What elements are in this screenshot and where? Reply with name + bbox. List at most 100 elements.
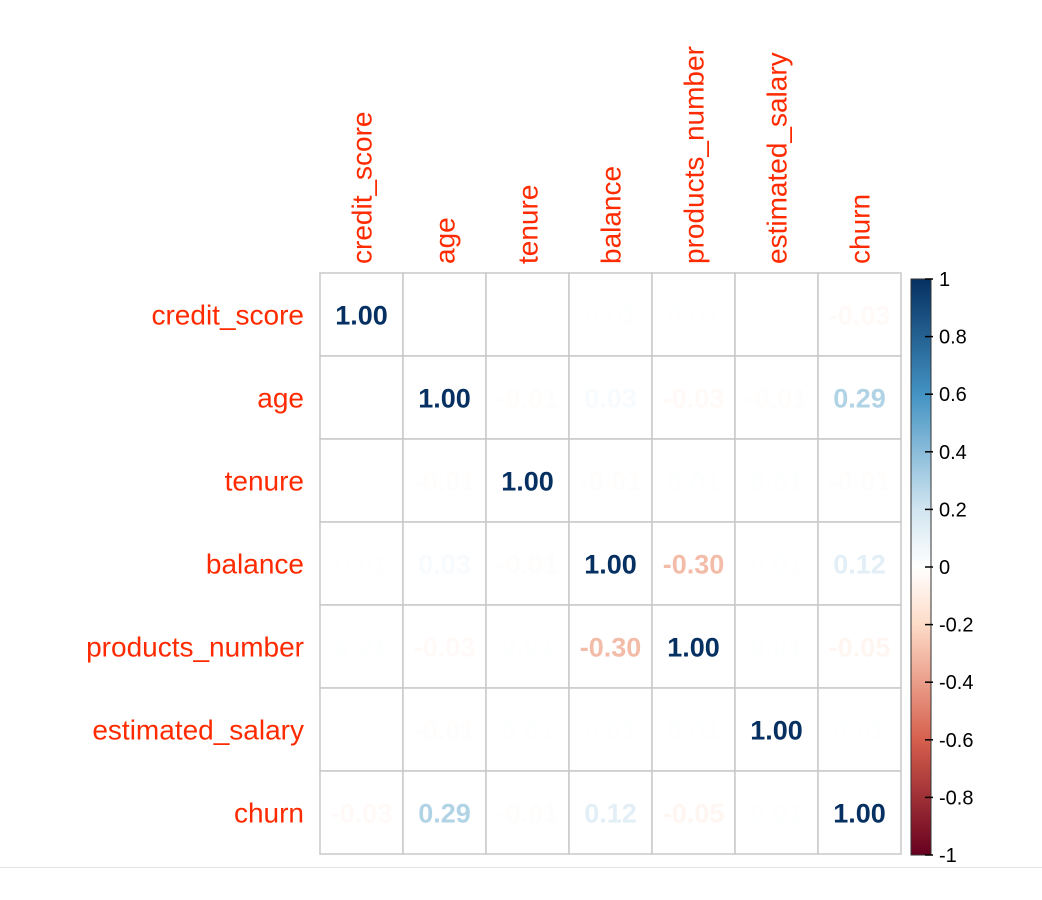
- cell-credit_score-tenure: [485, 272, 570, 357]
- colorbar-tick-label: 0: [939, 557, 950, 579]
- cell-value: -0.03: [829, 301, 891, 331]
- cell-value: 0.01: [584, 716, 637, 746]
- colorbar-tick-label: 1: [939, 269, 950, 291]
- cell-value: -0.05: [829, 633, 891, 663]
- cell-value: 0.01: [501, 633, 554, 663]
- cell-tenure-age: [402, 438, 487, 523]
- cell-value: 0.01: [750, 799, 803, 829]
- col-label-balance: balance: [596, 166, 627, 264]
- colorbar-tick-label: -0.2: [939, 615, 973, 637]
- cell-estimated_salary-balance: [568, 687, 653, 772]
- cell-value: 1.00: [501, 467, 554, 497]
- col-label-estimated_salary: estimated_salary: [762, 52, 793, 264]
- cell-value: 0.29: [418, 799, 471, 829]
- cell-value: 0.00: [335, 467, 388, 497]
- cell-value: 1.00: [833, 799, 886, 829]
- cell-value: 0.00: [501, 301, 554, 331]
- row-label-age: age: [257, 383, 304, 414]
- colorbar-tick-label: -0.4: [939, 672, 973, 694]
- colorbar-tick-label: -0.8: [939, 787, 973, 809]
- cell-value: 1.00: [750, 716, 803, 746]
- cell-value: 0.01: [501, 716, 554, 746]
- cell-value: 0.00: [335, 384, 388, 414]
- cell-churn-credit_score: [319, 770, 404, 855]
- row-label-products_number: products_number: [86, 632, 304, 663]
- cell-value: 0.03: [584, 384, 637, 414]
- colorbar-tick-label: 0.4: [939, 442, 967, 464]
- cell-value: 0.01: [833, 716, 886, 746]
- cell-credit_score-estimated_salary: [734, 272, 819, 357]
- cell-age-churn: [817, 355, 902, 440]
- cell-balance-churn: [817, 521, 902, 606]
- cell-value: 0.00: [750, 301, 803, 331]
- cell-estimated_salary-churn: [817, 687, 902, 772]
- cell-value: -0.01: [746, 384, 808, 414]
- cell-balance-estimated_salary: [734, 521, 819, 606]
- col-label-age: age: [430, 217, 461, 264]
- cell-value: 0.01: [750, 467, 803, 497]
- col-label-products_number: products_number: [679, 46, 710, 264]
- cell-value: -0.05: [663, 799, 725, 829]
- cell-value: 0.01: [750, 550, 803, 580]
- cell-value: 0.00: [335, 716, 388, 746]
- cell-value: 0.00: [418, 301, 471, 331]
- cell-value: -0.03: [414, 633, 476, 663]
- cell-value: 0.12: [584, 799, 637, 829]
- colorbar: 1 0.8 0.6 0.4 0.2 0 -0.2 -0.4 -0.6 -0.8 -1: [910, 269, 973, 867]
- colorbar-tick-label: 0.2: [939, 499, 967, 521]
- cell-balance-balance: [568, 521, 653, 606]
- cell-value: -0.01: [414, 467, 476, 497]
- cell-value: 0.01: [584, 301, 637, 331]
- cell-age-tenure: [485, 355, 570, 440]
- cell-churn-churn: [817, 770, 902, 855]
- cell-value: -0.01: [497, 384, 559, 414]
- colorbar-tick-label: -0.6: [939, 730, 973, 752]
- column-labels-layer: credit_score age tenure balance products_num…: [347, 46, 876, 264]
- col-label-credit_score: credit_score: [347, 111, 378, 264]
- cell-value: -0.01: [580, 467, 642, 497]
- cell-value: 0.01: [750, 633, 803, 663]
- cell-value: 0.01: [335, 550, 388, 580]
- cell-values-layer: 1.00 0.00 0.00 0.01 0.01 0.00 -0.03 0.00 1.00 -0.…: [331, 301, 891, 829]
- cell-products_number-tenure: [485, 604, 570, 689]
- colorbar-tick-label: 0.6: [939, 384, 967, 406]
- cell-products_number-credit_score: [319, 604, 404, 689]
- cell-balance-credit_score: [319, 521, 404, 606]
- cell-churn-tenure: [485, 770, 570, 855]
- cell-value: -0.01: [829, 467, 891, 497]
- cell-value: -0.03: [663, 384, 725, 414]
- colorbar-tick-label: -1: [939, 845, 957, 867]
- cell-age-products_number: [651, 355, 736, 440]
- cell-value: 0.29: [833, 384, 886, 414]
- cell-value: 1.00: [335, 301, 388, 331]
- row-label-credit_score: credit_score: [151, 300, 304, 331]
- cell-tenure-balance: [568, 438, 653, 523]
- cell-value: -0.30: [580, 633, 642, 663]
- col-label-churn: churn: [845, 194, 876, 264]
- cell-tenure-estimated_salary: [734, 438, 819, 523]
- row-label-balance: balance: [206, 549, 304, 580]
- cell-value: -0.01: [497, 799, 559, 829]
- cell-credit_score-age: [402, 272, 487, 357]
- row-label-churn: churn: [234, 798, 304, 829]
- cell-credit_score-credit_score: [319, 272, 404, 357]
- cell-value: 0.03: [418, 550, 471, 580]
- cell-value: 0.01: [667, 716, 720, 746]
- cell-tenure-tenure: [485, 438, 570, 523]
- cell-churn-balance: [568, 770, 653, 855]
- cell-value: 1.00: [418, 384, 471, 414]
- cell-churn-estimated_salary: [734, 770, 819, 855]
- cell-age-credit_score: [319, 355, 404, 440]
- cell-estimated_salary-credit_score: [319, 687, 404, 772]
- cell-value: 0.01: [335, 633, 388, 663]
- cell-tenure-churn: [817, 438, 902, 523]
- row-label-tenure: tenure: [225, 466, 304, 497]
- colorbar-tick-label: 0.8: [939, 327, 967, 349]
- cell-estimated_salary-age: [402, 687, 487, 772]
- cell-value: 0.01: [667, 301, 720, 331]
- cell-churn-products_number: [651, 770, 736, 855]
- cell-value: 0.01: [667, 467, 720, 497]
- cell-value: 1.00: [667, 633, 720, 663]
